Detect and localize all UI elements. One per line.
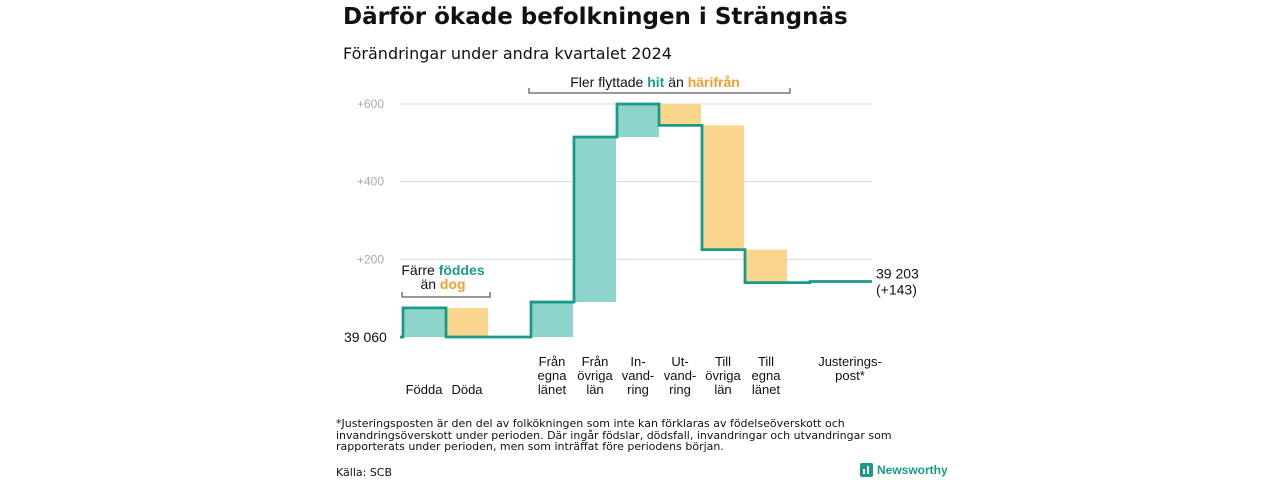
category-label: egna — [538, 368, 568, 383]
chart-subtitle: Förändringar under andra kvartalet 2024 — [343, 44, 672, 63]
base-value-label: 39 060 — [344, 329, 387, 345]
category-label: post* — [835, 368, 865, 383]
waterfall-bar — [745, 249, 787, 283]
end-change-label: (+143) — [876, 281, 917, 297]
annotation-births-deaths: Färre föddes — [401, 262, 484, 278]
waterfall-bar — [659, 104, 701, 126]
brand-name: Newsworthy — [877, 463, 948, 477]
chart-title: Därför ökade befolkningen i Strängnäs — [343, 4, 848, 30]
annotation-births-deaths-line2: än dog — [420, 276, 465, 292]
category-label: län — [714, 382, 731, 397]
category-label: länet — [752, 382, 781, 397]
y-tick-label: +400 — [357, 175, 384, 189]
brand: Newsworthy — [860, 463, 948, 477]
category-label: Från — [582, 354, 609, 369]
annotation-bracket — [401, 292, 491, 298]
annotation-migration: Fler flyttade hit än härifrån — [570, 74, 740, 90]
y-tick-label: +200 — [357, 252, 384, 266]
waterfall-bar — [617, 104, 659, 138]
category-label: In- — [630, 354, 645, 369]
newsworthy-logo-icon — [860, 463, 873, 477]
end-value-label: 39 203 — [876, 265, 919, 281]
category-label: ring — [627, 382, 649, 397]
waterfall-bar — [574, 137, 616, 303]
waterfall-bar — [446, 307, 488, 337]
waterfall-bar — [531, 302, 573, 337]
cumulative-line — [400, 102, 872, 339]
waterfall-bar — [702, 125, 744, 250]
category-label: egna — [752, 368, 782, 383]
category-label: Ut- — [671, 354, 688, 369]
category-label: ring — [669, 382, 691, 397]
y-tick-label: +600 — [357, 97, 384, 111]
category-label: länet — [538, 382, 567, 397]
footnote: *Justeringsposten är den del av folkökni… — [336, 417, 892, 453]
category-label: Till — [758, 354, 774, 369]
category-label: vand- — [664, 368, 697, 383]
category-label: Födda — [406, 382, 444, 397]
category-label: Justerings- — [818, 354, 882, 369]
source-text: Källa: SCB — [336, 466, 393, 479]
waterfall-bar — [403, 307, 445, 337]
category-label: Döda — [451, 382, 483, 397]
category-label: övriga — [577, 368, 613, 383]
category-label: Till — [715, 354, 731, 369]
annotation-bracket — [528, 88, 791, 94]
category-label: län — [586, 382, 603, 397]
category-label: Från — [539, 354, 566, 369]
category-label: vand- — [622, 368, 655, 383]
category-label: övriga — [705, 368, 741, 383]
